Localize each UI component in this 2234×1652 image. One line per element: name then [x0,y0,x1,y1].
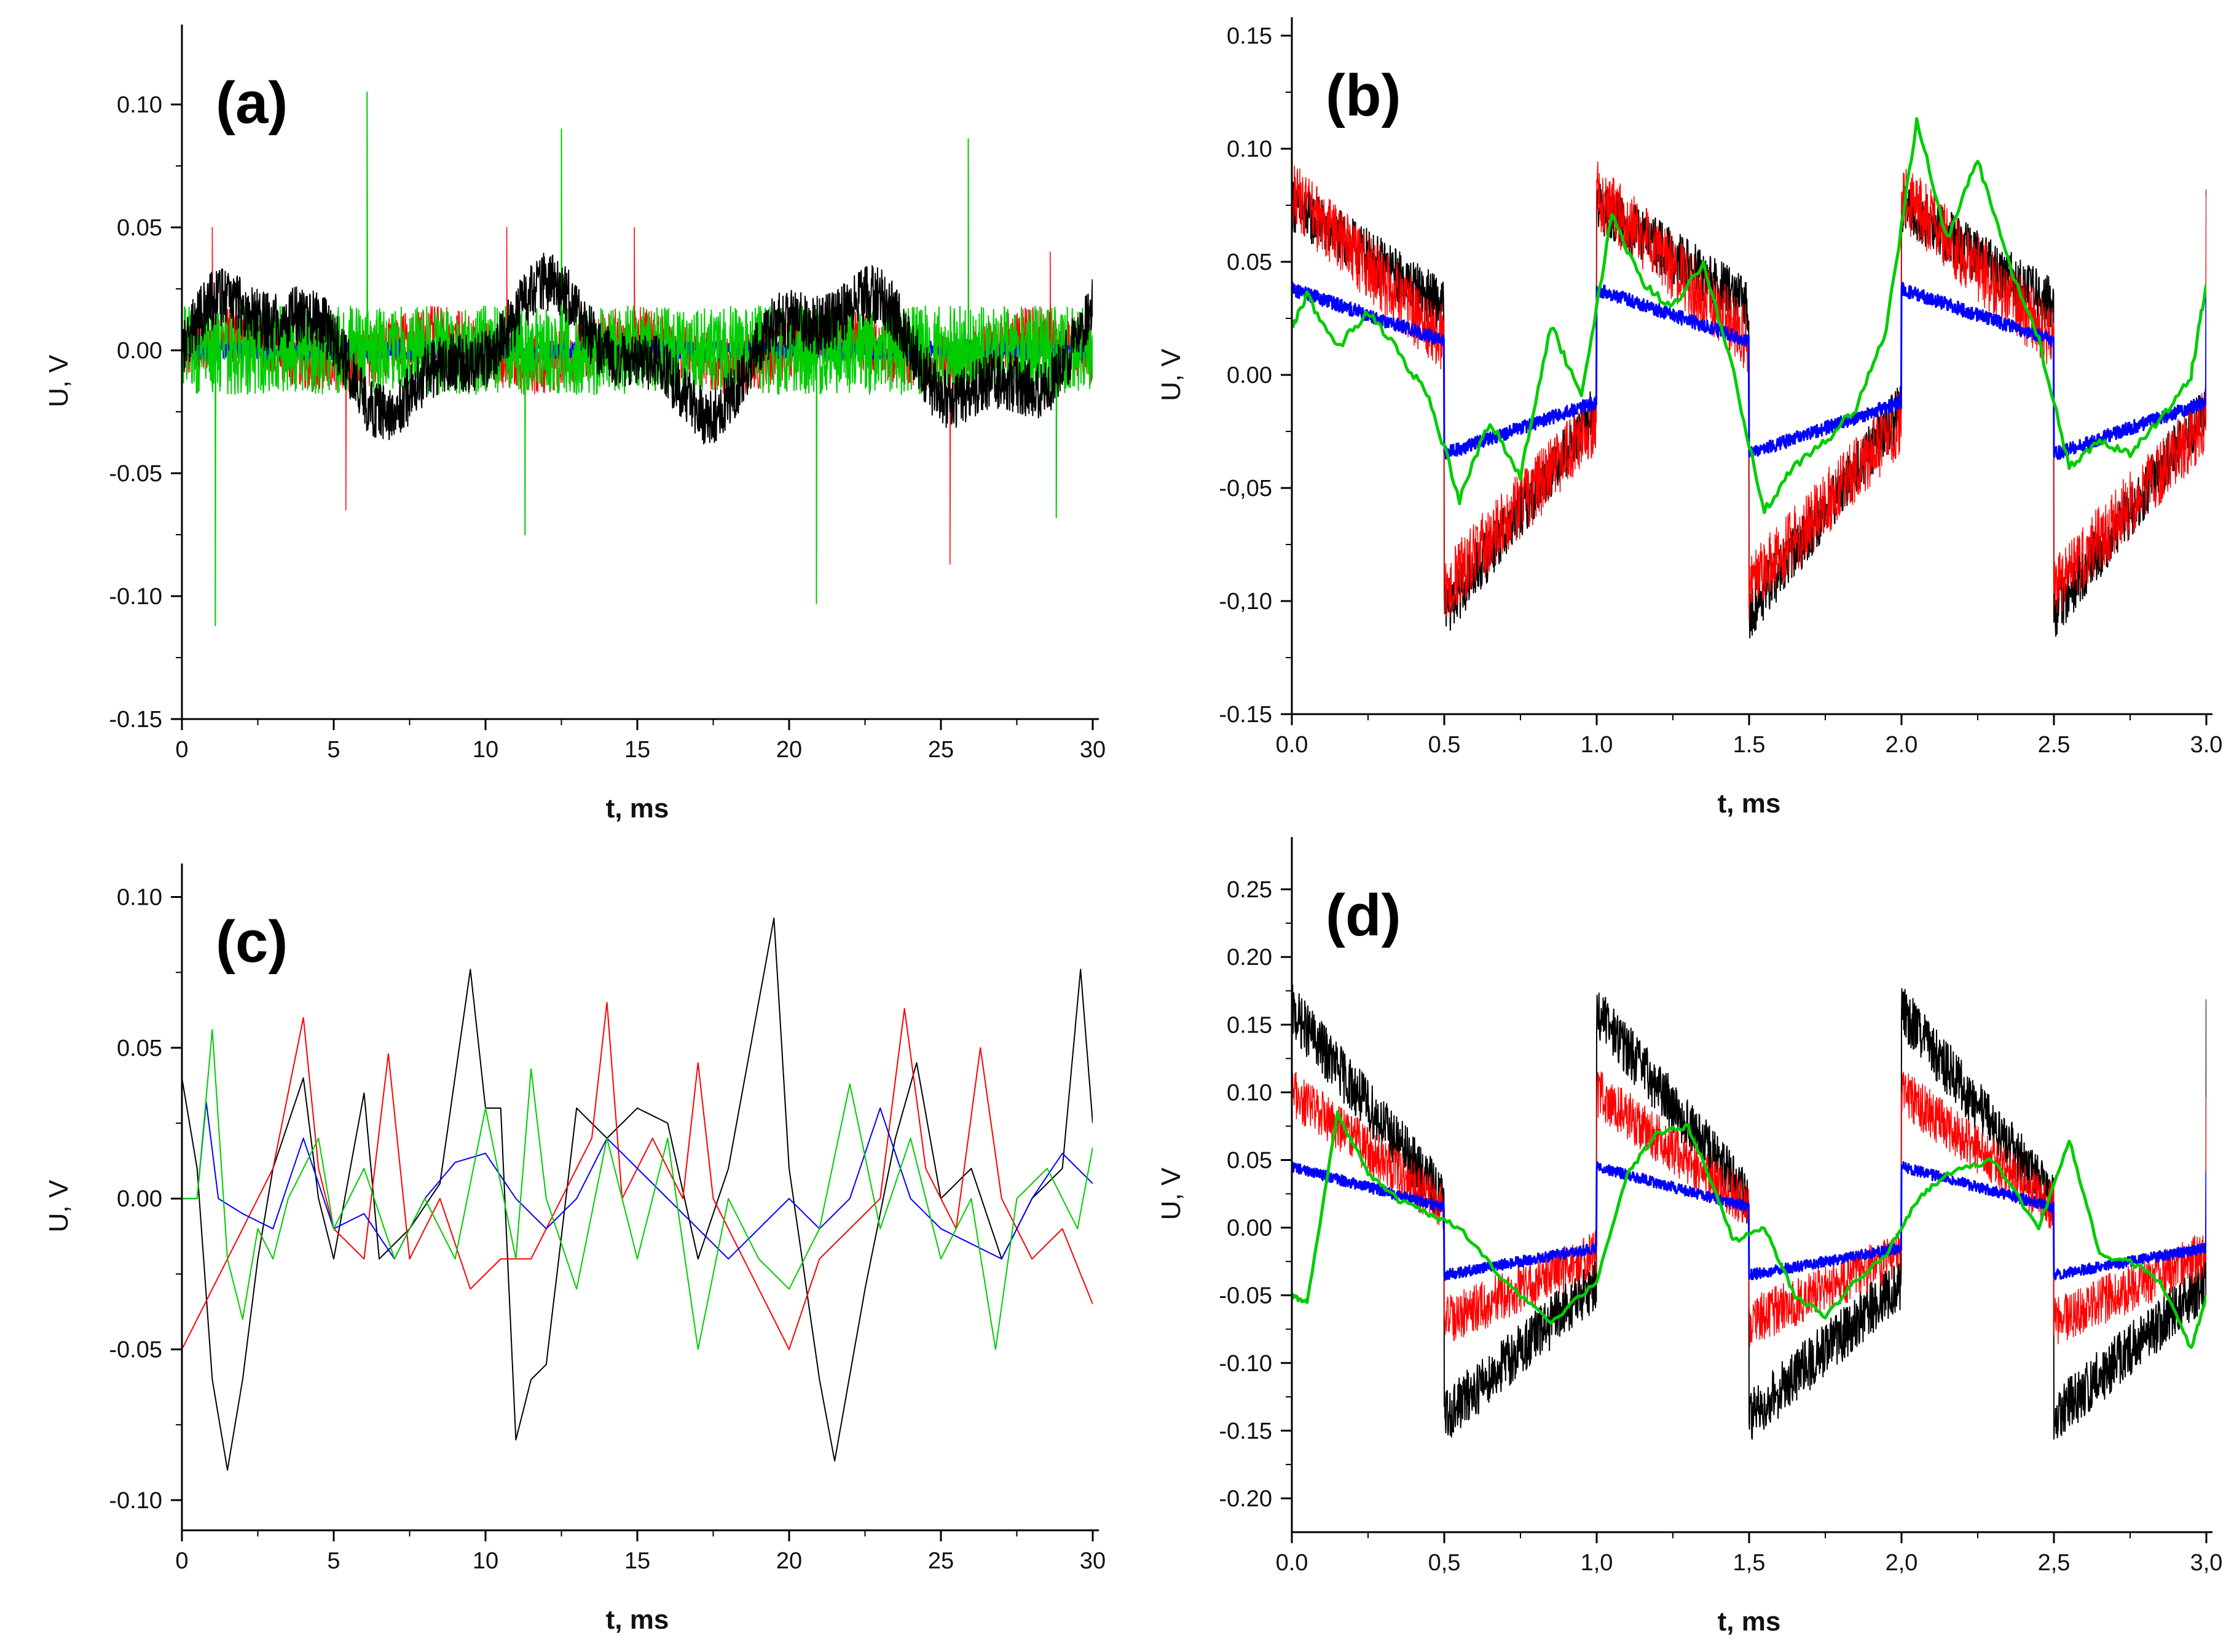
series-green [1292,117,2206,514]
y-tick-label: 0.05 [117,1036,162,1061]
y-tick-label: 0.00 [1227,1216,1272,1241]
y-tick-label: 0.05 [1227,250,1272,275]
x-tick-label: 10 [473,1548,498,1574]
y-tick-label: -0.15 [1219,1418,1272,1444]
x-tick-label: 2,0 [1886,1550,1918,1576]
x-axis-title: t, ms [606,1605,669,1635]
x-tick-label: 20 [776,1548,802,1574]
y-tick-label: -0.05 [109,1337,162,1363]
x-axis-title: t, ms [606,793,669,824]
series-green [182,1029,1093,1350]
chart-panel-d: -0.20 -0.15 -0.10 -0.05 0.00 0.05 0.10 0.15 0.20… [1156,837,2223,1637]
x-axis-title: t, ms [1718,789,1781,819]
x-tick-label: 0.0 [1276,732,1308,758]
y-tick-label: -0.10 [109,584,162,610]
y-tick-label: 0.15 [1227,1012,1272,1038]
panel-d: -0.20 -0.15 -0.10 -0.05 0.00 0.05 0.10 0.15 0.20… [1112,824,2234,1652]
x-tick-label: 15 [624,1548,650,1574]
panel-a: -0.15 -0.10 -0.05 0.00 0.05 0.10 0 5 10 15 20 25 30 t… [0,0,1112,827]
series-green [1292,1110,2206,1349]
y-tick-label: 0.25 [1227,877,1272,903]
x-tick-label: 20 [776,737,802,763]
x-tick-label: 0,5 [1428,1550,1461,1576]
series-blue [1292,281,2206,460]
panel-label: (d) [1326,883,1401,948]
y-axis-title: U, V [44,355,74,407]
x-tick-label: 0.0 [1276,1550,1308,1576]
y-tick-label: 0.10 [117,92,162,118]
x-tick-label: 5 [327,737,340,763]
series-group [182,917,1093,1471]
y-axis-title: U, V [1156,1167,1186,1220]
y-tick-label: -0.15 [109,707,162,733]
panel-b: -0.15 -0,10 -0,05 0.00 0.05 0.10 0.15 0.0 0.5 1.0… [1112,0,2234,827]
x-tick-label: 10 [473,737,498,763]
x-tick-label: 2.0 [1886,732,1918,758]
x-tick-label: 1,0 [1581,1550,1613,1576]
series-black [1292,984,2206,1440]
y-tick-label: -0.15 [1219,702,1272,728]
y-tick-label: -0.20 [1219,1486,1272,1512]
x-tick-label: 2,5 [2038,1550,2071,1576]
y-tick-label: 0.05 [1227,1147,1272,1173]
y-tick-label: -0,10 [1219,589,1272,615]
x-tick-label: 2.5 [2038,732,2071,758]
y-tick-label: 0.00 [1227,363,1272,388]
x-tick-label: 1.5 [1733,732,1766,758]
y-tick-label: 0.10 [1227,1080,1272,1106]
series-blue [1292,1161,2206,1281]
y-tick-label: 0.00 [117,338,162,364]
series-red [1292,161,2206,620]
x-tick-label: 1,5 [1733,1550,1766,1576]
y-axis-title: U, V [1156,348,1186,401]
series-red [1292,1071,2206,1347]
x-tick-label: 0 [175,1548,188,1574]
series-black [182,253,1093,445]
y-axis-title: U, V [44,1179,74,1232]
x-tick-label: 1.0 [1581,732,1613,758]
x-tick-label: 3,0 [2190,1550,2223,1576]
y-tick-label: -0.10 [109,1488,162,1514]
series-group [1292,117,2206,639]
chart-panel-a: -0.15 -0.10 -0.05 0.00 0.05 0.10 0 5 10 15 20 25 30 t… [44,25,1106,824]
series-group [1292,984,2206,1440]
y-tick-label: 0.20 [1227,945,1272,970]
y-tick-label: 0.10 [117,885,162,911]
series-red [182,1002,1093,1350]
series-group [182,92,1093,626]
x-tick-label: 25 [928,737,954,763]
y-tick-label: -0.05 [1219,1283,1272,1309]
panel-label: (a) [216,70,288,136]
panel-label: (b) [1326,63,1401,128]
series-blue [182,1101,1093,1260]
chart-panel-c: -0.10 -0.05 0.00 0.05 0.10 0 5 10 15 20 25 30 t, ms U… [44,863,1106,1635]
y-tick-label: 0.00 [117,1186,162,1212]
chart-panel-b: -0.15 -0,10 -0,05 0.00 0.05 0.10 0.15 0.0 0.5 1.0… [1156,17,2223,819]
y-tick-label: 0.15 [1227,23,1272,49]
x-tick-label: 30 [1080,737,1106,763]
x-tick-label: 0 [175,737,188,763]
series-black [182,917,1093,1471]
y-tick-label: -0,05 [1219,476,1272,502]
y-tick-label: -0.10 [1219,1351,1272,1377]
x-tick-label: 3.0 [2190,732,2223,758]
x-axis-title: t, ms [1718,1607,1781,1637]
y-tick-label: 0.10 [1227,136,1272,162]
panel-c: -0.10 -0.05 0.00 0.05 0.10 0 5 10 15 20 25 30 t, ms U… [0,824,1112,1652]
x-tick-label: 30 [1080,1548,1106,1574]
x-tick-label: 0.5 [1428,732,1461,758]
x-tick-label: 15 [624,737,650,763]
x-tick-label: 5 [327,1548,340,1574]
y-tick-label: 0.05 [117,215,162,241]
y-tick-label: -0.05 [109,461,162,487]
x-tick-label: 25 [928,1548,954,1574]
panel-label: (c) [216,909,288,975]
